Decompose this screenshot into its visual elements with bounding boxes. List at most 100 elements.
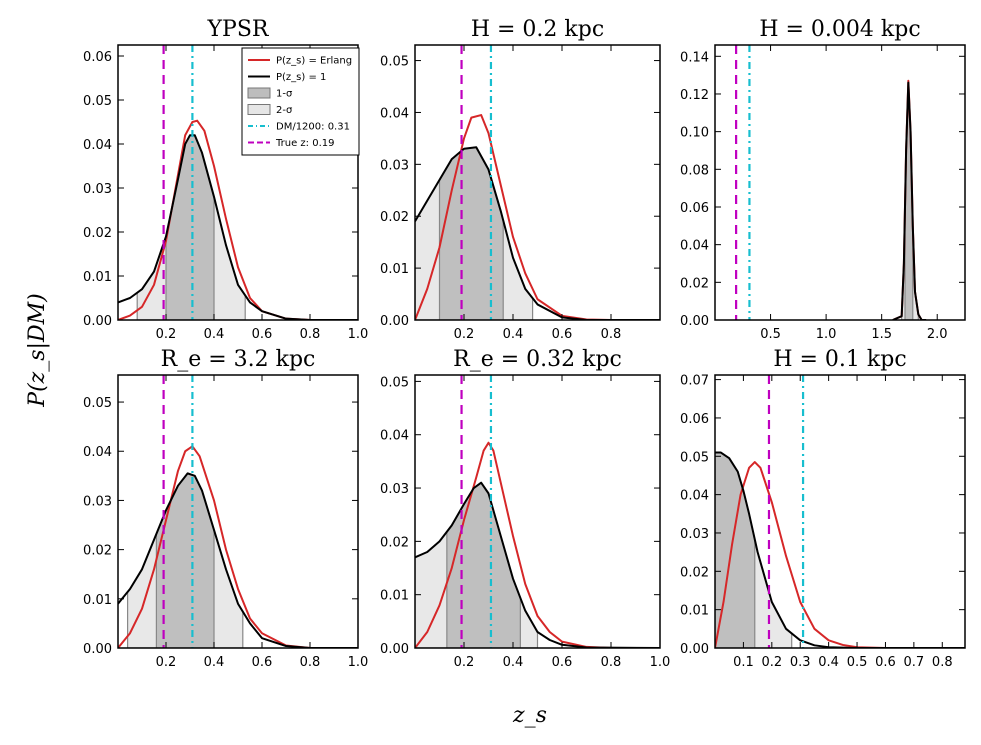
panel-title: R_e = 0.32 kpc [453, 347, 622, 372]
erlang-curve [415, 441, 660, 648]
legend-label: P(z_s) = Erlang [276, 56, 352, 67]
x-tick-label: 0.8 [932, 655, 953, 670]
x-tick-label: 1.5 [871, 327, 892, 342]
y-tick-label: 0.00 [680, 314, 709, 329]
uniform-curve [892, 81, 927, 320]
legend-label: P(z_s) = 1 [276, 72, 326, 83]
x-tick-label: 0.6 [252, 655, 273, 670]
panel-5: 0.2 0.4 0.6 0.8 1.0 0.00 0.01 0.02 0.03 0.04 0.05 R… [380, 347, 670, 670]
x-tick-label: 0.8 [601, 655, 622, 670]
panel-6: 0.1 0.2 0.3 0.4 0.5 0.6 0.7 0.8 0.00 0.01 0.02 0.03… [680, 347, 966, 670]
x-tick-label: 0.6 [552, 655, 573, 670]
uniform-curve [415, 481, 660, 648]
uniform-curve [118, 134, 358, 320]
y-tick-label: 0.04 [83, 138, 112, 153]
legend-box [241, 47, 360, 156]
y-tick-label: 0.02 [83, 544, 112, 559]
y-tick-label: 0.04 [83, 445, 112, 460]
axes-frame [414, 44, 661, 321]
y-tick-label: 0.07 [680, 374, 709, 389]
x-tick-label: 0.4 [503, 327, 524, 342]
y-tick-label: 0.01 [680, 604, 709, 619]
y-tick-label: 0.12 [680, 88, 709, 103]
legend-label: DM/1200: 0.31 [276, 122, 350, 133]
y-tick-label: 0.03 [83, 494, 112, 509]
legend-swatch [247, 104, 271, 115]
panel-2: 0.2 0.4 0.6 0.8 0.00 0.01 0.02 0.03 0.04 0.05 H = … [380, 17, 661, 342]
panel-title: YPSR [207, 17, 270, 42]
x-tick-label: 1.0 [348, 327, 369, 342]
y-tick-label: 0.05 [83, 396, 112, 411]
y-tick-label: 0.05 [680, 450, 709, 465]
panel-title: H = 0.1 kpc [773, 347, 906, 372]
x-tick-label: 0.8 [601, 327, 622, 342]
y-tick-label: 0.00 [680, 642, 709, 657]
panel-title: H = 0.2 kpc [471, 17, 604, 42]
axes-frame [714, 374, 966, 649]
x-tick-label: 0.8 [300, 655, 321, 670]
panel-title: H = 0.004 kpc [759, 17, 920, 42]
y-tick-label: 0.05 [380, 55, 409, 70]
y-tick-label: 0.01 [83, 270, 112, 285]
legend-label: 2-σ [276, 105, 293, 116]
x-tick-label: 0.4 [204, 327, 225, 342]
legend: P(z_s) = Erlang P(z_s) = 1 1-σ 2-σ DM/1200: … [241, 47, 360, 156]
x-tick-label: 0.2 [454, 327, 475, 342]
x-tick-label: 0.2 [156, 655, 177, 670]
y-tick-label: 0.00 [83, 642, 112, 657]
panel-3: 0.5 1.0 1.5 2.0 0.00 0.02 0.04 0.06 0.08 0.10 0.12… [680, 17, 966, 342]
x-tick-label: 2.0 [927, 327, 948, 342]
y-tick-label: 0.01 [380, 589, 409, 604]
y-tick-label: 0.00 [83, 314, 112, 329]
x-tick-label: 0.7 [904, 655, 925, 670]
y-tick-label: 0.02 [380, 535, 409, 550]
y-tick-label: 0.08 [680, 163, 709, 178]
y-tick-label: 0.04 [380, 106, 409, 121]
y-tick-label: 0.02 [380, 210, 409, 225]
x-tick-label: 0.4 [204, 655, 225, 670]
sigma1-band [165, 134, 215, 320]
y-tick-label: 0.03 [380, 158, 409, 173]
x-tick-label: 0.6 [252, 327, 273, 342]
panel-title: R_e = 3.2 kpc [161, 347, 316, 372]
x-tick-label: 0.5 [760, 327, 781, 342]
y-tick-label: 0.01 [83, 593, 112, 608]
y-tick-label: 0.04 [680, 239, 709, 254]
erlang-curve [118, 445, 358, 648]
axes-frame [714, 44, 966, 321]
x-tick-label: 0.6 [875, 655, 896, 670]
y-tick-label: 0.06 [680, 412, 709, 427]
y-tick-label: 0.03 [680, 527, 709, 542]
legend-label: 1-σ [276, 89, 293, 100]
y-axis-label: P(z_s|DM) [25, 293, 50, 407]
y-tick-label: 0.05 [380, 375, 409, 390]
y-tick-label: 0.05 [83, 94, 112, 109]
axes-frame [414, 374, 661, 649]
y-tick-label: 0.04 [380, 429, 409, 444]
axes-frame [117, 44, 359, 321]
x-tick-label: 1.0 [816, 327, 837, 342]
y-tick-label: 0.02 [83, 226, 112, 241]
panel-4: 0.2 0.4 0.6 0.8 1.0 0.00 0.01 0.02 0.03 0.04 0.05 R… [83, 347, 368, 670]
sigma1-band [438, 146, 504, 320]
x-tick-label: 1.0 [650, 655, 671, 670]
x-tick-label: 1.0 [348, 655, 369, 670]
x-tick-label: 0.4 [818, 655, 839, 670]
y-tick-label: 0.00 [380, 642, 409, 657]
y-tick-label: 0.02 [680, 565, 709, 580]
x-tick-label: 0.2 [156, 327, 177, 342]
y-tick-label: 0.10 [680, 126, 709, 141]
legend-label: True z: 0.19 [275, 138, 334, 149]
legend-swatch [247, 87, 271, 99]
x-tick-label: 0.1 [733, 655, 754, 670]
x-tick-label: 0.4 [503, 655, 524, 670]
x-tick-label: 0.5 [847, 655, 868, 670]
x-tick-label: 0.2 [761, 655, 782, 670]
x-tick-label: 0.3 [790, 655, 811, 670]
erlang-curve [415, 114, 660, 320]
y-tick-label: 0.14 [680, 50, 709, 65]
axes-frame [117, 374, 359, 649]
y-tick-label: 0.01 [380, 262, 409, 277]
panels: 0.2 0.4 0.6 0.8 1.00.000.010.020.030.040.050… [83, 17, 966, 670]
y-tick-label: 0.00 [380, 314, 409, 329]
